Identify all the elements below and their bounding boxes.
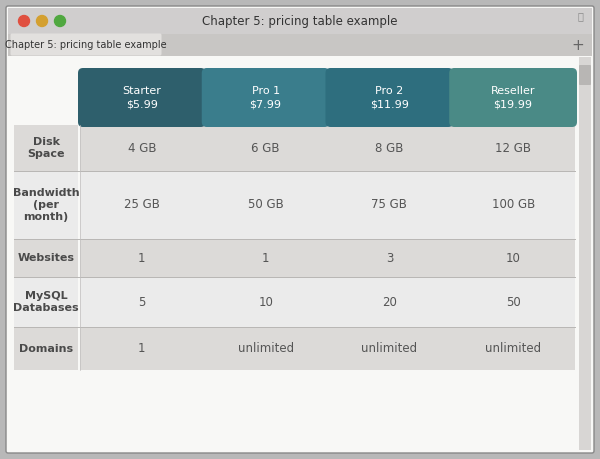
Text: 50 GB: 50 GB [248,198,284,212]
Bar [328,239,451,277]
Bar [451,125,575,171]
Text: 10: 10 [506,252,521,264]
Bar [328,171,451,239]
Bar [8,34,592,56]
Text: 1: 1 [138,342,146,355]
Bar [14,171,78,239]
Bar [204,239,328,277]
Text: 4 GB: 4 GB [128,141,156,155]
Text: Starter
$5.99: Starter $5.99 [122,86,161,109]
Bar [328,277,451,327]
Text: Websites: Websites [17,253,74,263]
Bar [14,239,78,277]
Bar [451,277,575,327]
FancyBboxPatch shape [11,34,161,56]
Text: ⤢: ⤢ [577,11,583,21]
Bar [451,327,575,370]
FancyBboxPatch shape [78,68,206,127]
Bar [451,239,575,277]
Bar [328,327,451,370]
Text: Bandwidth
(per
month): Bandwidth (per month) [13,188,79,223]
Text: unlimited: unlimited [361,342,418,355]
Bar [80,171,204,239]
Text: Reseller
$19.99: Reseller $19.99 [491,86,535,109]
FancyBboxPatch shape [8,8,592,34]
FancyBboxPatch shape [449,68,577,127]
Text: 8 GB: 8 GB [375,141,404,155]
FancyBboxPatch shape [579,65,591,85]
Circle shape [55,16,65,27]
Bar [579,57,591,450]
Text: 5: 5 [138,296,146,308]
Text: Chapter 5: pricing table example: Chapter 5: pricing table example [202,15,398,28]
Bar [14,277,78,327]
Text: 100 GB: 100 GB [491,198,535,212]
Text: Chapter 5: pricing table example: Chapter 5: pricing table example [5,40,167,50]
Text: 75 GB: 75 GB [371,198,407,212]
Bar [14,125,78,171]
Bar [14,327,78,370]
Bar [204,125,328,171]
Bar [328,125,451,171]
Text: 6 GB: 6 GB [251,141,280,155]
Text: +: + [572,38,584,52]
Text: 1: 1 [138,252,146,264]
Text: 12 GB: 12 GB [495,141,531,155]
Bar [204,171,328,239]
Bar [204,327,328,370]
Text: 50: 50 [506,296,521,308]
Text: Pro 2
$11.99: Pro 2 $11.99 [370,86,409,109]
Text: 25 GB: 25 GB [124,198,160,212]
Text: 1: 1 [262,252,269,264]
Bar [80,125,204,171]
Circle shape [37,16,47,27]
Text: 3: 3 [386,252,393,264]
FancyBboxPatch shape [202,68,329,127]
Bar [204,277,328,327]
Text: Domains: Domains [19,343,73,353]
FancyBboxPatch shape [6,6,594,453]
Bar [8,56,592,451]
Text: unlimited: unlimited [238,342,293,355]
Text: 20: 20 [382,296,397,308]
Bar [80,239,204,277]
Circle shape [19,16,29,27]
Bar [80,327,204,370]
Text: 10: 10 [258,296,273,308]
Text: unlimited: unlimited [485,342,541,355]
Text: Pro 1
$7.99: Pro 1 $7.99 [250,86,281,109]
Bar [80,277,204,327]
Text: Disk
Space: Disk Space [27,137,65,159]
FancyBboxPatch shape [325,68,453,127]
Bar [451,171,575,239]
Text: MySQL
Databases: MySQL Databases [13,291,79,313]
